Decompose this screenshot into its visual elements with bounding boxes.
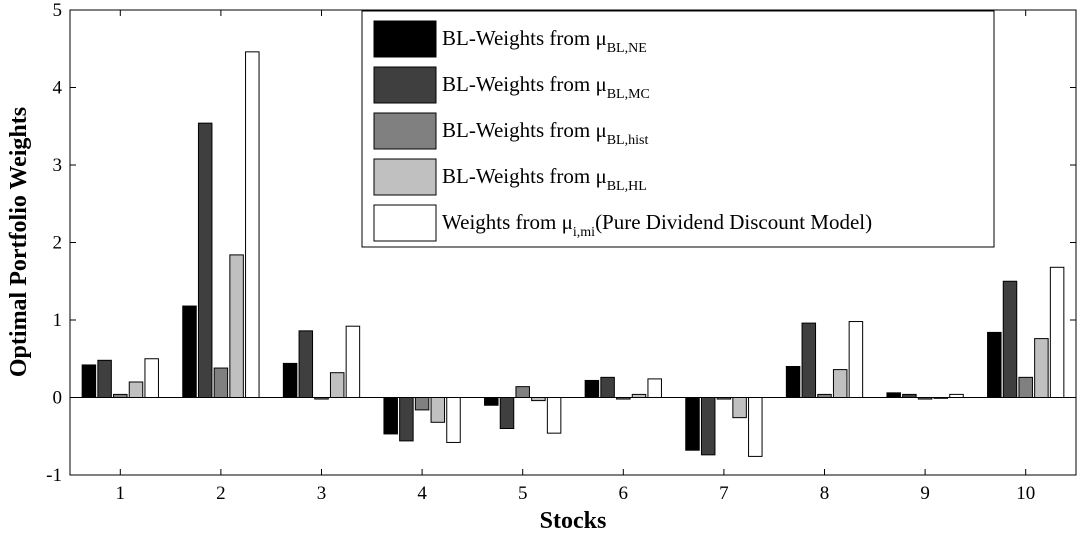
x-tick-label: 7 [719,483,729,504]
x-tick-label: 1 [116,483,126,504]
legend-label-s5: Weights from μi,mi(Pure Dividend Discoun… [442,210,872,240]
legend-box [361,10,995,248]
y-tick-label: -1 [46,465,62,486]
x-tick-label: 10 [1016,483,1035,504]
legend-swatch-s3 [373,112,437,150]
bar-s4-stock-7 [732,397,747,419]
bar-s4-stock-8 [832,369,848,399]
bar-s5-stock-8 [848,321,864,398]
ticks-layer: -1 0 1 2 3 4 5 1 2 3 4 5 6 7 8 9 10 [46,0,1076,504]
legend-swatch-s2 [373,66,437,104]
bar-s4-stock-2 [229,254,244,398]
bar-s4-stock-1 [128,381,144,398]
y-tick-label: 5 [53,0,63,21]
x-tick-label: 9 [920,483,930,504]
bar-s5-stock-10 [1049,266,1065,398]
bar-s1-stock-4 [383,397,398,435]
bar-s5-stock-5 [546,397,562,434]
legend-label-s3: BL-Weights from μBL,hist [442,118,648,148]
legend-label-s4: BL-Weights from μBL,HL [442,164,647,194]
legend-label-s2: BL-Weights from μBL,MC [442,72,650,102]
y-tick-label: 3 [53,155,63,176]
legend: BL-Weights from μBL,NE BL-Weights from μB… [361,10,995,248]
bar-s1-stock-3 [282,362,298,398]
legend-swatch-s1 [373,20,437,58]
bar-s1-stock-9 [886,392,901,399]
bar-s5-stock-2 [245,51,260,398]
bar-s1-stock-8 [785,366,801,398]
x-tick-label: 5 [518,483,528,504]
y-axis-title: Optimal Portfolio Weights [6,107,32,377]
x-axis-title: Stocks [540,508,607,534]
bar-s2-stock-3 [298,330,314,399]
bar-s2-stock-10 [1002,280,1018,398]
bar-s1-stock-10 [987,331,1002,398]
bar-s5-stock-6 [647,378,662,398]
bar-s2-stock-6 [600,376,615,399]
bar-s4-stock-10 [1034,338,1049,399]
legend-swatch-s5 [373,204,437,242]
x-tick-label: 8 [820,483,830,504]
y-tick-label: 1 [53,310,63,331]
x-tick-label: 2 [216,483,226,504]
bar-s4-stock-4 [430,397,446,423]
bar-s3-stock-10 [1018,376,1033,399]
bar-s5-stock-3 [345,325,361,399]
bar-s2-stock-2 [197,122,213,399]
legend-label-s1: BL-Weights from μBL,NE [442,26,647,56]
bar-s1-stock-5 [484,397,499,406]
bar-s2-stock-7 [700,397,716,456]
bar-s5-stock-7 [748,397,763,457]
y-tick-label: 2 [53,233,63,254]
legend-swatch-s4 [373,158,437,196]
x-tick-label: 6 [619,483,629,504]
bar-s5-stock-4 [446,397,461,443]
bar-s4-stock-3 [329,372,345,399]
bar-s2-stock-4 [399,397,414,442]
bars-layer [81,51,1065,457]
bar-s5-stock-1 [144,358,159,398]
x-tick-label: 3 [317,483,327,504]
bar-s1-stock-1 [81,364,97,399]
bar-s1-stock-6 [584,379,600,399]
x-tick-label: 4 [417,483,427,504]
bar-s3-stock-4 [414,397,430,411]
bar-s2-stock-8 [801,322,817,399]
bar-s3-stock-2 [213,367,229,398]
y-tick-label: 0 [53,388,63,409]
bar-s1-stock-2 [182,305,197,398]
bar-s2-stock-5 [499,397,515,429]
bar-s3-stock-5 [515,386,530,398]
y-tick-label: 4 [53,78,63,99]
bar-s2-stock-1 [97,359,112,398]
bar-s1-stock-7 [685,397,700,451]
